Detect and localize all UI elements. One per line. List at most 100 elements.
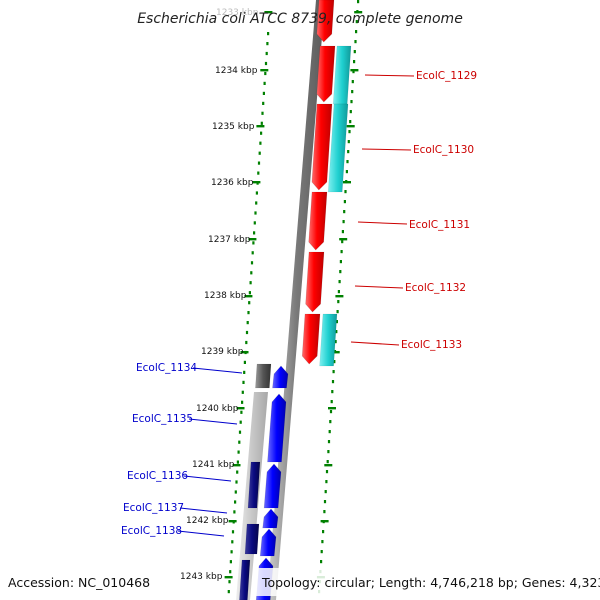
ruler-dot-right (355, 20, 358, 24)
ruler-dot-left (254, 211, 257, 215)
ruler-dot-left (231, 530, 235, 534)
gene-forward-partial (316, 0, 335, 43)
ruler-dot-left (238, 430, 242, 434)
map-title: Escherichia coli ATCC 8739, complete gen… (137, 11, 463, 27)
gene-reverse-ecolc-1134 (272, 365, 289, 389)
ruler-dot-left (236, 460, 239, 464)
ruler-label-1234: 1234 kbp (215, 66, 258, 76)
ruler-dot-left (227, 590, 230, 594)
ruler-dot-left (235, 480, 238, 484)
ruler-dot-left (261, 111, 264, 115)
gene-reverse-ecolc-1135 (267, 393, 287, 463)
ruler-dot-right (346, 160, 349, 164)
ruler-tick-left (260, 69, 269, 72)
ruler-label-1240: 1240 kbp (196, 404, 239, 414)
ruler-dot-right (357, 0, 360, 4)
ruler-dot-left (243, 370, 246, 374)
leader-line-forward (350, 341, 400, 346)
leader-line-reverse (188, 418, 238, 425)
rna-feature-ecolc-1129 (332, 45, 352, 105)
ruler-tick-left (224, 576, 233, 579)
gene-label-ecolc-1137[interactable]: EcolC_1137 (123, 502, 184, 514)
ruler-dot-right (335, 320, 338, 324)
ruler-dot-right (350, 100, 353, 104)
ruler-dot-right (329, 420, 332, 424)
gene-forward-ecolc-1129 (316, 45, 336, 103)
ruler-dot-right (338, 280, 341, 284)
ruler-dot-right (334, 340, 337, 344)
ruler-dot-right (332, 370, 335, 374)
ruler-dot-right (321, 540, 324, 544)
ruler-dot-right (347, 150, 350, 154)
ruler-dot-left (248, 291, 251, 295)
ruler-dot-right (326, 460, 329, 464)
ruler-dot-left (231, 540, 234, 544)
ruler-dot-right (327, 440, 331, 444)
ruler-dot-right (341, 240, 344, 244)
ruler-dot-right (354, 40, 357, 44)
ruler-dot-left (250, 271, 253, 275)
gene-label-ecolc-1129[interactable]: EcolC_1129 (416, 70, 477, 82)
gene-label-ecolc-1130[interactable]: EcolC_1130 (413, 144, 474, 156)
ruler-tick-right (339, 238, 348, 241)
ruler-dot-left (230, 550, 233, 554)
ruler-label-1242: 1242 kbp (186, 516, 229, 526)
ruler-dot-right (329, 410, 333, 414)
ruler-dot-left (233, 510, 236, 514)
gene-dark-block (239, 559, 251, 600)
gene-forward-ecolc-1130 (311, 103, 333, 191)
ruler-dot-right (355, 30, 358, 34)
gene-label-ecolc-1132[interactable]: EcolC_1132 (405, 282, 466, 294)
ruler-tick-right (354, 11, 363, 14)
ruler-dot-left (247, 311, 250, 315)
ruler-dot-left (229, 570, 232, 574)
ruler-dot-right (342, 220, 345, 224)
gene-label-ecolc-1134[interactable]: EcolC_1134 (136, 362, 197, 374)
ruler-dot-left (255, 201, 258, 205)
ruler-dot-right (353, 50, 356, 54)
ruler-label-1233: 1233 kbp (216, 8, 259, 18)
gene-label-ecolc-1136[interactable]: EcolC_1136 (127, 470, 188, 482)
ruler-dot-right (320, 550, 323, 554)
ruler-label-1239: 1239 kbp (201, 347, 244, 357)
ruler-tick-right (350, 69, 359, 72)
ruler-dot-right (323, 510, 326, 514)
gene-hypothetical-grey (255, 363, 272, 389)
ruler-tick-left (248, 238, 257, 241)
ruler-dot-left (245, 330, 249, 335)
ruler-label-1235: 1235 kbp (212, 122, 255, 132)
ruler-dot-left (250, 261, 254, 265)
ruler-dot-left (259, 141, 262, 145)
ruler-tick-right (335, 295, 344, 298)
ruler-tick-right (324, 464, 333, 467)
leader-line-forward (361, 148, 412, 151)
ruler-dot-right (335, 330, 338, 334)
ruler-dot-right (339, 270, 342, 274)
ruler-dot-right (345, 170, 348, 174)
ruler-dot-left (243, 360, 246, 364)
gene-reverse-ecolc-1138 (259, 528, 277, 557)
ruler-dot-left (260, 131, 263, 135)
gene-reverse-ecolc-1136 (263, 463, 282, 509)
gene-reverse-ecolc-1137 (262, 508, 279, 529)
gene-label-ecolc-1135[interactable]: EcolC_1135 (132, 413, 193, 425)
ruler-dot-right (337, 300, 340, 304)
ruler-dot-right (320, 560, 323, 564)
gene-label-ecolc-1131[interactable]: EcolC_1131 (409, 219, 470, 231)
ruler-label-1237: 1237 kbp (208, 235, 251, 245)
ruler-dot-left (249, 281, 252, 285)
ruler-dot-left (257, 171, 260, 175)
ruler-dot-left (234, 500, 237, 504)
ruler-tick-left (256, 125, 265, 128)
ruler-dot-left (251, 251, 254, 255)
ruler-dot-left (253, 221, 256, 225)
ruler-dot-right (322, 530, 325, 534)
gene-forward-ecolc-1133 (301, 313, 321, 365)
gene-label-ecolc-1133[interactable]: EcolC_1133 (401, 339, 462, 351)
ruler-dot-right (348, 130, 351, 134)
ruler-dot-left (263, 81, 266, 85)
ruler-dot-right (353, 60, 356, 64)
gene-label-ecolc-1138[interactable]: EcolC_1138 (121, 525, 182, 537)
ruler-dot-right (330, 400, 333, 404)
